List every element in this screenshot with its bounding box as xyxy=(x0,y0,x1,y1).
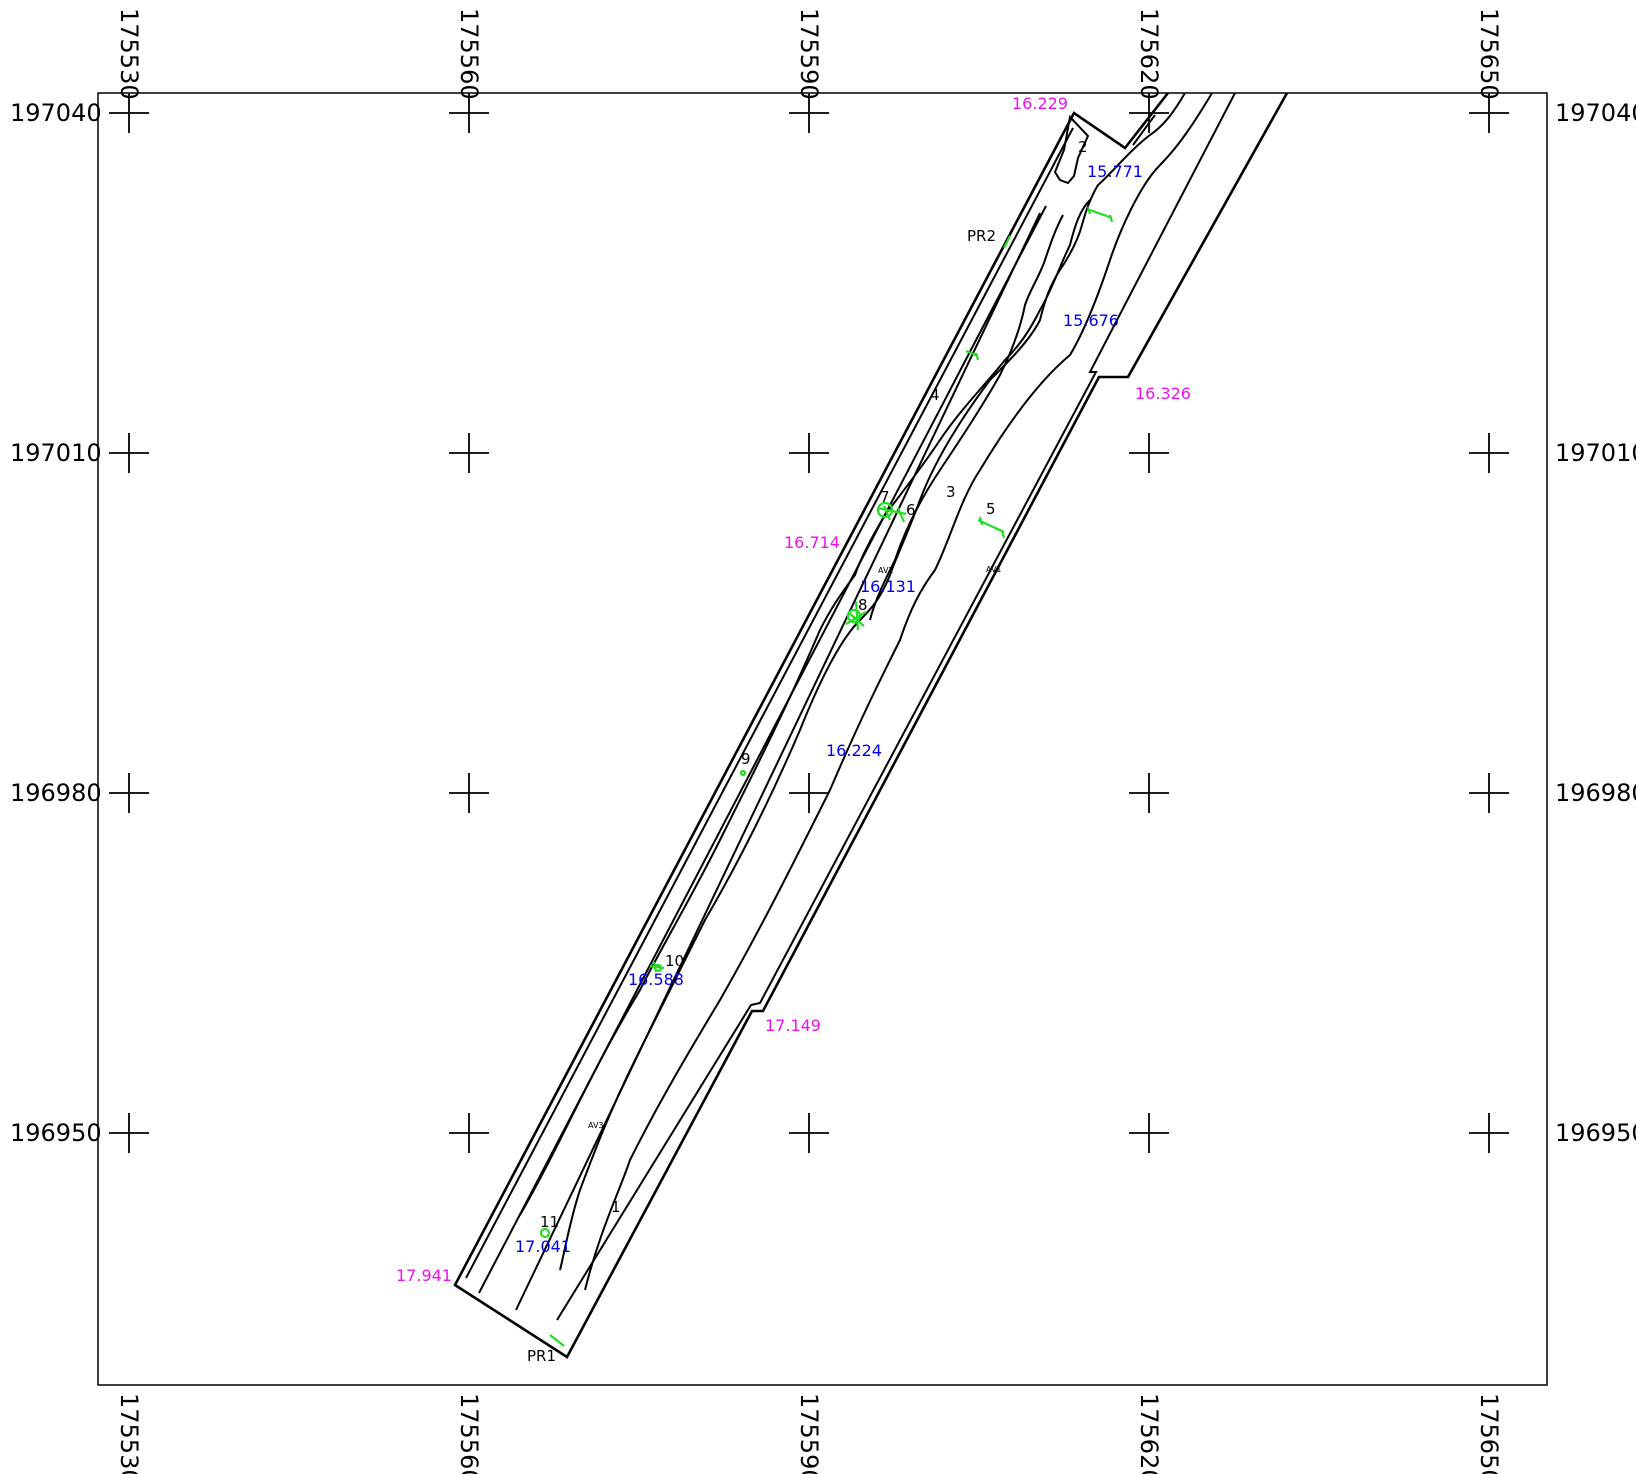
av-label: AV3 xyxy=(588,1121,604,1130)
easting-label-top: 175530 xyxy=(115,8,143,100)
grid-crosses xyxy=(109,93,1509,1153)
easting-label-top: 175620 xyxy=(1135,8,1163,100)
elevation-label: 16.229 xyxy=(1012,94,1068,113)
northing-labels-left: 197040 197010 196980 196950 xyxy=(10,99,102,1147)
feature-mark xyxy=(977,516,1006,539)
easting-labels-top: 175530 175560 175590 175620 175650 xyxy=(115,8,1503,100)
feature-mark xyxy=(1086,206,1114,223)
northing-label-left: 196950 xyxy=(10,1119,102,1147)
elevation-label: 17.041 xyxy=(515,1237,571,1256)
northing-labels-right: 197040 197010 196980 196950 xyxy=(1555,99,1636,1147)
elevation-label: 16.224 xyxy=(826,741,882,760)
feature-tree-marks xyxy=(845,601,867,631)
point-labels: 1 2 3 4 5 6 7 8 9 10 11 PR1 PR2 AV1 AV2 … xyxy=(527,138,1088,1365)
point-label: 6 xyxy=(906,501,916,519)
elevation-labels-blue: 15.771 15.676 16.131 16.224 16.588 17.04… xyxy=(515,162,1143,1256)
point-label: 4 xyxy=(930,386,940,404)
survey-corridor xyxy=(453,92,1289,1359)
feature-point xyxy=(739,769,747,777)
elevation-labels-pink: 16.229 16.326 16.714 17.149 17.941 xyxy=(396,94,1191,1285)
northing-label-left: 197010 xyxy=(10,439,102,467)
feature-point xyxy=(653,963,663,973)
feature-mark xyxy=(1003,235,1011,249)
corridor-inner-right xyxy=(556,92,1236,1321)
feature-mark xyxy=(965,349,980,361)
feature-point xyxy=(539,1227,551,1239)
elevation-label: 16.131 xyxy=(860,577,916,596)
point-label: 10 xyxy=(665,952,684,970)
easting-label-top: 175590 xyxy=(795,8,823,100)
easting-label-bottom: 175620 xyxy=(1135,1393,1163,1474)
easting-label-top: 175650 xyxy=(1475,8,1503,100)
contour-closed xyxy=(1053,114,1090,185)
easting-label-bottom: 175650 xyxy=(1475,1393,1503,1474)
contour-line xyxy=(559,92,1186,1271)
easting-labels-bottom: 175530 175560 175590 175620 175650 xyxy=(115,1393,1503,1474)
elevation-label: 16.714 xyxy=(784,533,840,552)
point-label: 3 xyxy=(946,483,956,501)
point-label: 11 xyxy=(540,1213,559,1231)
corridor-inner-boundary xyxy=(465,114,1156,1279)
point-label: 8 xyxy=(858,596,868,614)
easting-label-bottom: 175560 xyxy=(455,1393,483,1474)
northing-label-right: 197010 xyxy=(1555,439,1636,467)
av-label: AV2 xyxy=(878,566,894,575)
elevation-label: 15.771 xyxy=(1087,162,1143,181)
easting-label-top: 175560 xyxy=(455,8,483,100)
easting-label-bottom: 175590 xyxy=(795,1393,823,1474)
map-frame xyxy=(97,92,1548,1386)
point-label: 7 xyxy=(880,488,890,506)
northing-label-left: 196980 xyxy=(10,779,102,807)
point-label: 5 xyxy=(986,500,996,518)
point-label: 2 xyxy=(1078,138,1088,156)
elevation-label: 15.676 xyxy=(1063,311,1119,330)
easting-label-bottom: 175530 xyxy=(115,1393,143,1474)
point-label: 1 xyxy=(611,1198,621,1216)
northing-label-right: 196980 xyxy=(1555,779,1636,807)
green-features xyxy=(539,206,1114,1347)
feature-mark xyxy=(549,1334,565,1347)
contour-line xyxy=(584,92,1213,1291)
northing-label-right: 197040 xyxy=(1555,99,1636,127)
feature-tree xyxy=(876,501,894,519)
contour-line xyxy=(869,214,1064,621)
elevation-label: 16.588 xyxy=(628,970,684,989)
elevation-label: 17.149 xyxy=(765,1016,821,1035)
edge-line xyxy=(515,212,1041,1311)
profile-label: PR1 xyxy=(527,1347,556,1365)
northing-label-left: 197040 xyxy=(10,99,102,127)
corridor-outer-boundary xyxy=(453,92,1289,1359)
point-label: 9 xyxy=(741,750,751,768)
elevation-label: 17.941 xyxy=(396,1266,452,1285)
contour-line xyxy=(519,199,1091,1216)
northing-label-right: 196950 xyxy=(1555,1119,1636,1147)
av-label: AV1 xyxy=(986,565,1002,574)
feature-tree xyxy=(846,608,862,624)
profile-label: PR2 xyxy=(967,227,996,245)
elevation-label: 16.326 xyxy=(1135,384,1191,403)
